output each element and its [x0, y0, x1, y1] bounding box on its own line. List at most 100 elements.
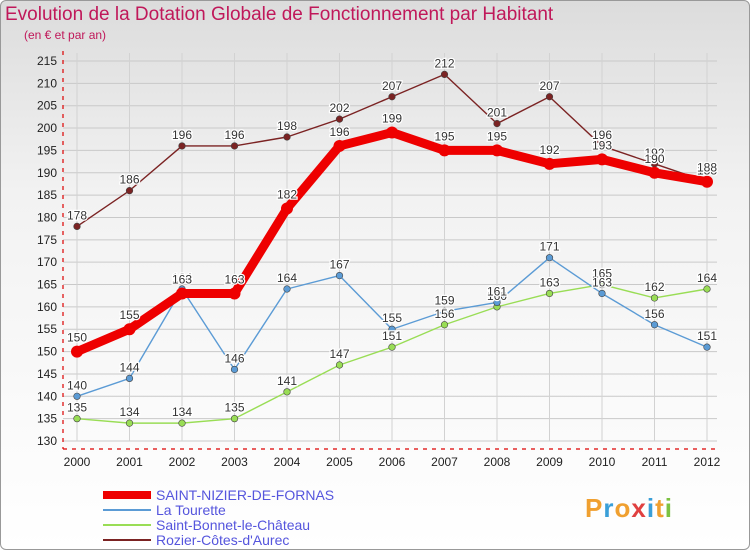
data-label: 207	[539, 79, 559, 93]
data-point	[598, 142, 606, 150]
data-point	[648, 166, 661, 179]
data-label: 196	[592, 128, 612, 142]
data-label: 182	[277, 188, 297, 202]
data-label: 144	[119, 360, 139, 374]
data-point	[545, 254, 554, 262]
data-point	[388, 343, 396, 351]
data-label: 202	[329, 101, 349, 115]
x-tick-label: 2008	[484, 455, 511, 469]
legend-label: SAINT-NIZIER-DE-FORNAS	[156, 487, 334, 503]
y-tick-label: 130	[37, 434, 57, 448]
data-point	[388, 93, 396, 101]
data-label: 207	[382, 79, 402, 93]
data-label: 163	[539, 275, 559, 289]
y-tick-label: 135	[37, 412, 57, 426]
y-tick-label: 155	[37, 322, 57, 336]
data-point	[73, 415, 81, 423]
data-point	[335, 271, 344, 280]
x-tick-label: 2006	[379, 455, 406, 469]
data-label: 195	[487, 129, 507, 143]
data-label: 164	[172, 271, 192, 285]
data-label: 195	[434, 129, 454, 143]
x-tick-label: 2001	[116, 455, 143, 469]
data-label: 156	[434, 307, 454, 321]
y-tick-label: 165	[37, 278, 57, 292]
legend-label: La Tourette	[156, 502, 226, 518]
data-point	[596, 153, 608, 166]
legend-label: Rozier-Côtes-d'Aurec	[156, 532, 289, 548]
x-tick-label: 2005	[326, 455, 353, 469]
data-point	[703, 285, 711, 293]
data-label: 196	[329, 125, 349, 139]
data-label: 163	[172, 272, 192, 286]
data-point	[598, 289, 606, 298]
data-label: 165	[592, 267, 612, 281]
data-label: 190	[644, 152, 664, 166]
y-tick-label: 205	[37, 99, 57, 113]
watermark-letter: i	[647, 493, 655, 523]
data-label: 164	[277, 271, 297, 285]
y-tick-label: 210	[37, 76, 57, 90]
data-label: 150	[67, 331, 87, 345]
series-points	[71, 70, 713, 427]
data-label: 201	[487, 106, 507, 120]
data-label: 199	[382, 112, 402, 126]
data-point	[123, 323, 136, 336]
data-label: 163	[592, 275, 612, 289]
data-point	[440, 70, 449, 79]
x-tick-label: 2000	[64, 455, 91, 469]
data-point	[71, 345, 83, 358]
data-label: 147	[329, 347, 349, 361]
data-point	[335, 361, 344, 369]
y-tick-label: 150	[37, 345, 57, 359]
y-tick-label: 195	[37, 143, 57, 157]
data-label: 198	[277, 119, 297, 133]
data-label: 161	[487, 284, 507, 298]
x-tick-label: 2002	[169, 455, 196, 469]
proxiti-logo: Proxiti	[585, 493, 672, 523]
data-label: 140	[67, 378, 87, 392]
data-point	[178, 419, 186, 427]
data-point	[701, 175, 713, 188]
data-point	[438, 144, 451, 157]
data-label: 164	[697, 271, 717, 285]
data-point	[230, 415, 239, 423]
y-tick-label: 160	[37, 300, 57, 314]
data-label: 212	[434, 56, 454, 70]
data-label: 146	[224, 351, 244, 365]
y-tick-label: 200	[37, 121, 57, 135]
data-point	[545, 93, 554, 101]
data-label: 188	[697, 164, 717, 178]
data-point	[230, 365, 239, 374]
data-point	[283, 388, 291, 396]
chart-title: Evolution de la Dotation Globale de Fonc…	[5, 4, 554, 25]
data-label: 193	[592, 138, 612, 152]
data-label: 151	[697, 329, 717, 343]
data-point	[281, 202, 293, 215]
data-label: 188	[697, 161, 717, 175]
y-tick-label: 140	[37, 389, 57, 403]
data-label: 160	[487, 289, 507, 303]
data-label: 151	[382, 329, 402, 343]
data-point	[73, 222, 81, 231]
x-tick-label: 2010	[589, 455, 616, 469]
axes: 1301351401451501551601651701751801851901…	[37, 51, 721, 469]
data-label: 186	[119, 173, 139, 187]
data-label: 162	[644, 280, 664, 294]
series-labels: 178 186 196 196 198 202 207 212 201 207 196 192 188 1…	[66, 55, 719, 420]
data-label: 171	[539, 240, 559, 254]
data-point	[176, 287, 188, 300]
data-point	[125, 419, 134, 427]
data-point	[545, 289, 554, 298]
legend-label: Saint-Bonnet-le-Château	[156, 517, 310, 533]
y-tick-label: 215	[37, 54, 57, 68]
data-point	[73, 392, 81, 400]
data-label: 178	[67, 208, 87, 222]
y-tick-label: 175	[37, 233, 57, 247]
data-label: 134	[119, 405, 139, 419]
data-label: 192	[539, 143, 559, 157]
data-label: 167	[329, 258, 349, 272]
